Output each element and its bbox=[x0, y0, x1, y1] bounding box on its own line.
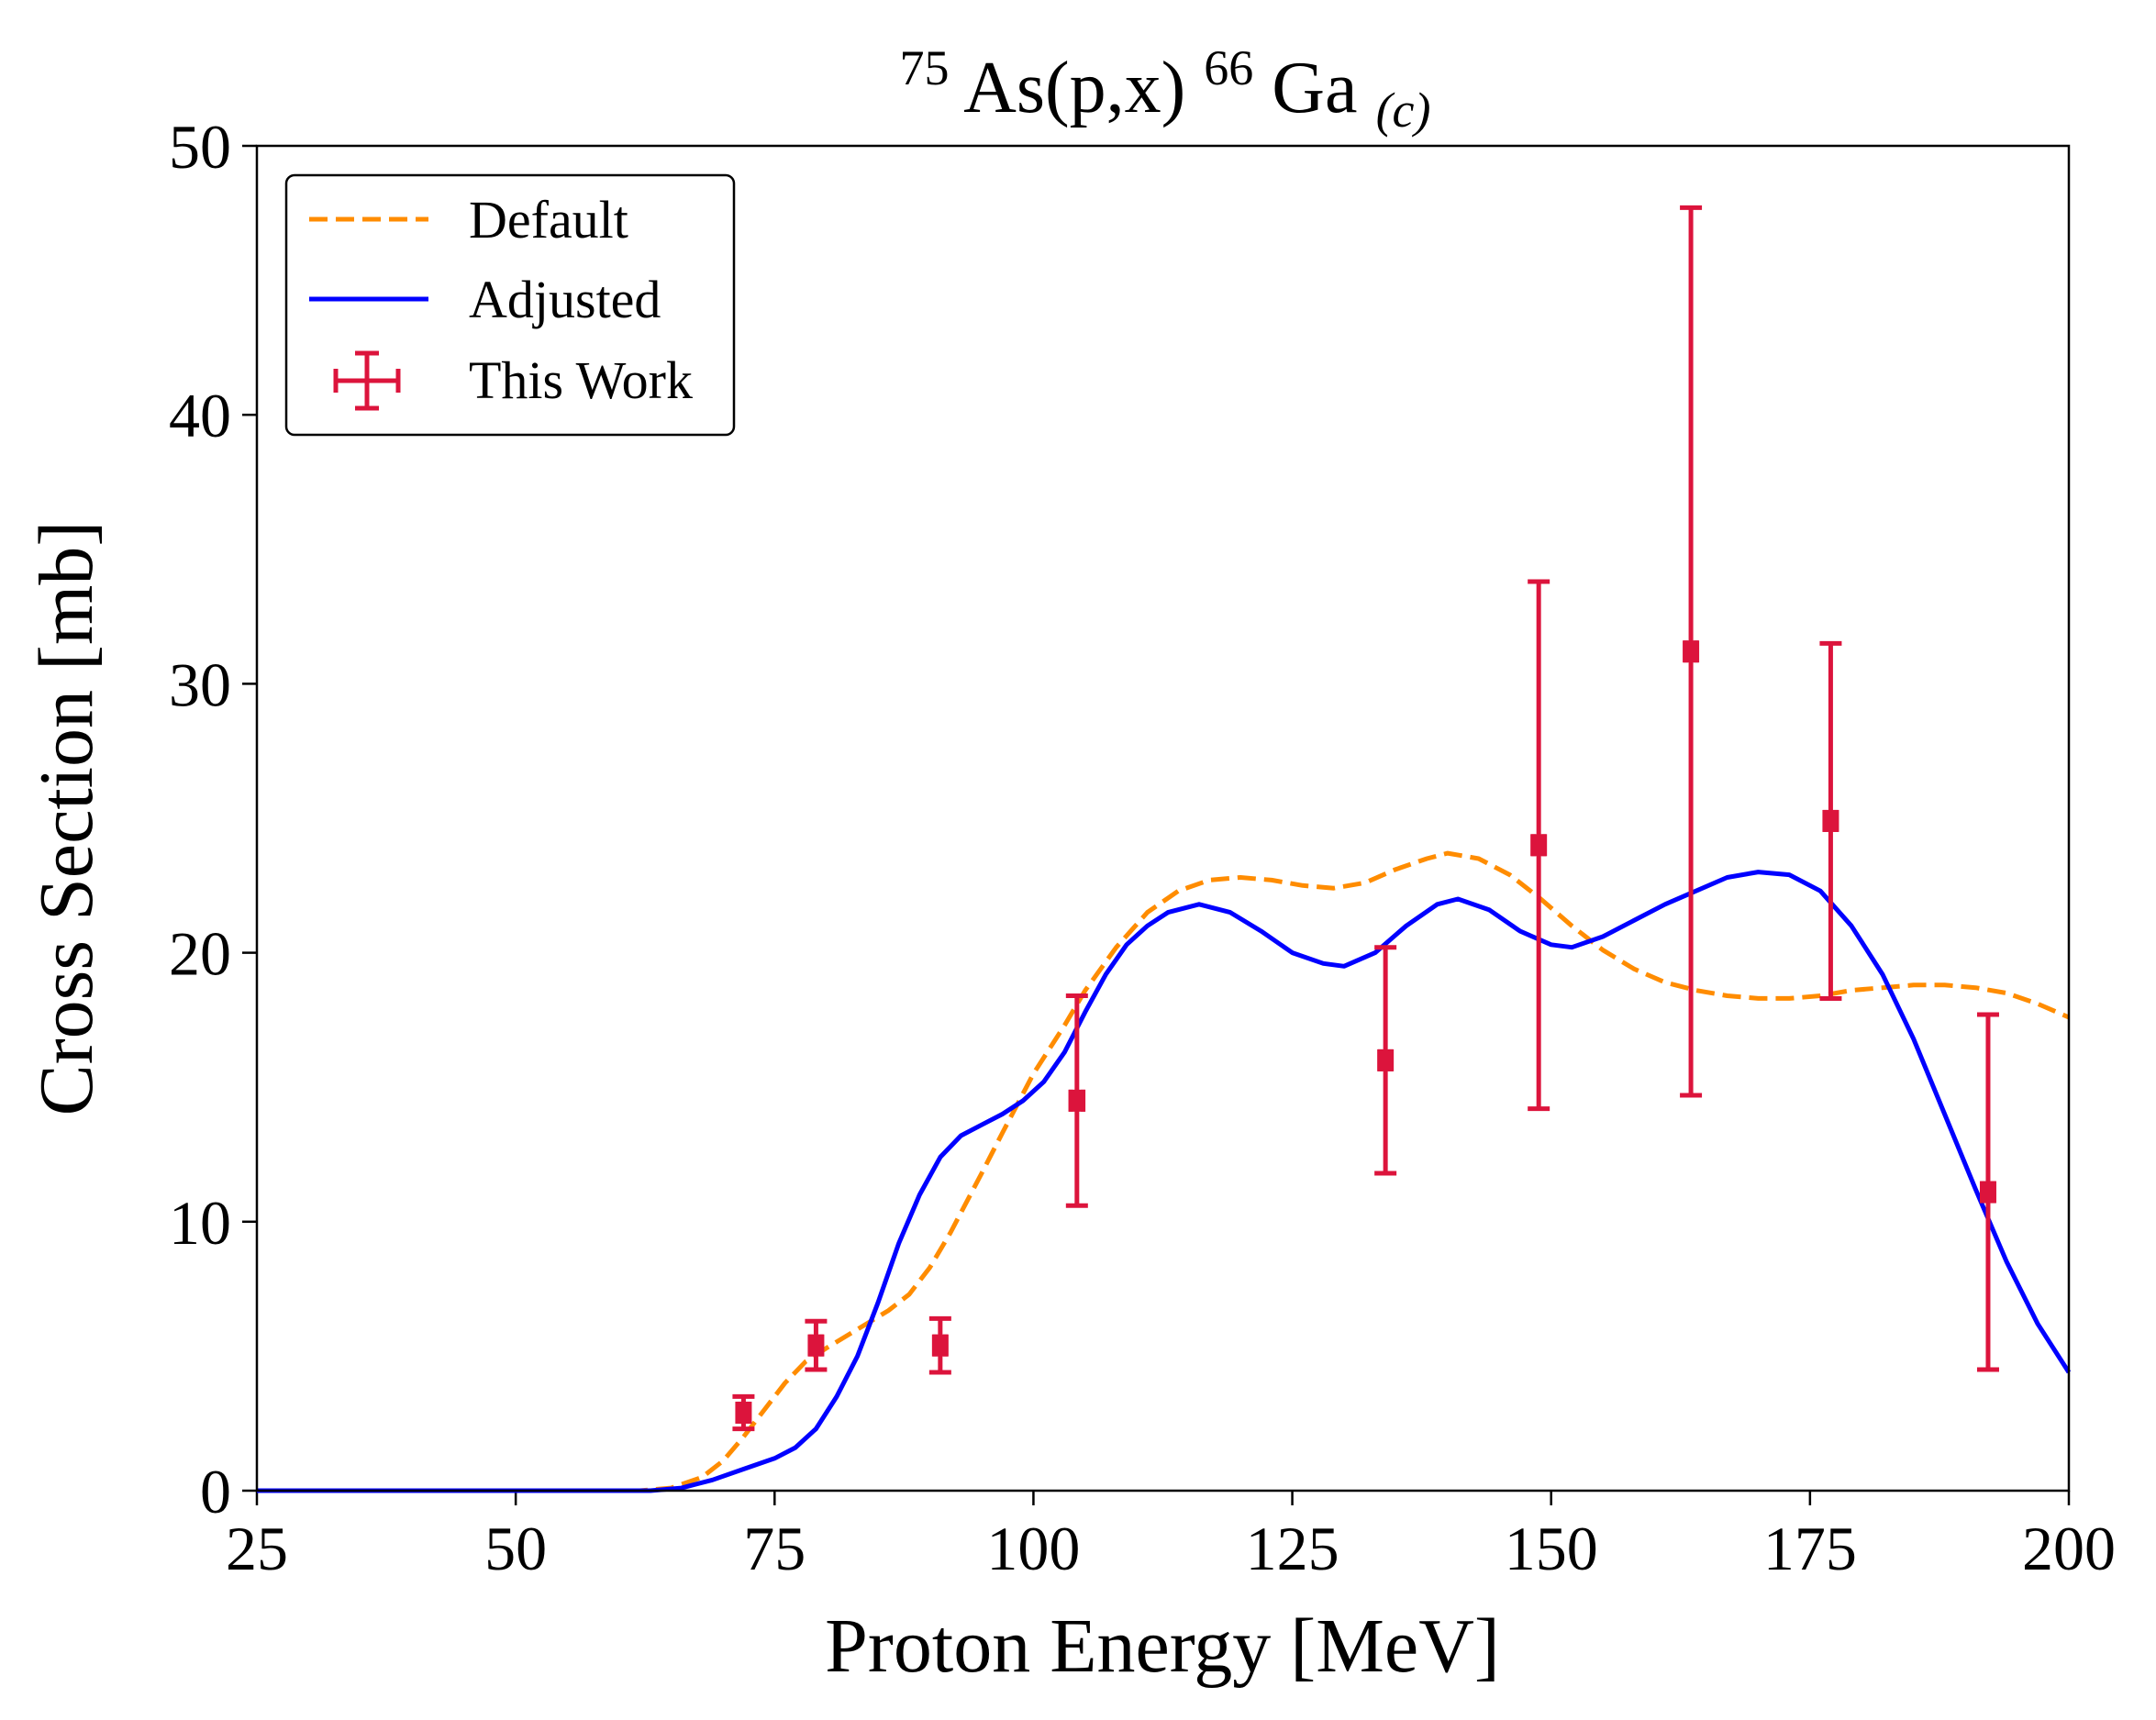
x-tick-label: 125 bbox=[1246, 1514, 1339, 1583]
data-point bbox=[805, 1318, 828, 1372]
title-main-2: Ga bbox=[1272, 48, 1357, 128]
x-axis-label: Proton Energy [MeV] bbox=[825, 1603, 1500, 1689]
x-tick-label: 150 bbox=[1505, 1514, 1598, 1583]
x-tick-label: 100 bbox=[986, 1514, 1080, 1583]
y-tick-label: 10 bbox=[169, 1188, 231, 1258]
data-point bbox=[732, 1393, 755, 1432]
data-point bbox=[1680, 205, 1703, 1098]
y-axis-label: Cross Section [mb] bbox=[24, 521, 109, 1116]
y-tick-label: 30 bbox=[169, 649, 231, 719]
data-marker bbox=[807, 1334, 825, 1357]
data-point bbox=[1976, 1012, 1999, 1372]
data-point bbox=[1374, 945, 1397, 1176]
legend-adjusted-label: Adjusted bbox=[469, 270, 661, 329]
title-superscript-2: 66 bbox=[1204, 40, 1253, 95]
data-marker bbox=[1822, 809, 1839, 832]
plot-frame bbox=[255, 144, 2071, 1493]
x-tick-label: 200 bbox=[2022, 1514, 2116, 1583]
x-tick-label: 50 bbox=[484, 1514, 547, 1583]
y-tick-label: 20 bbox=[169, 919, 231, 989]
y-tick-label: 0 bbox=[200, 1457, 231, 1526]
legend-default-label: Default bbox=[469, 190, 628, 250]
x-ticks: 25 50 75 100 125 150 175 200 bbox=[226, 1491, 2116, 1583]
y-tick-label: 40 bbox=[169, 381, 231, 450]
data-marker bbox=[1530, 834, 1548, 857]
series-default-line bbox=[257, 850, 2070, 1493]
data-point bbox=[928, 1315, 951, 1375]
legend: Default Adjusted This Work bbox=[284, 173, 736, 437]
data-marker bbox=[931, 1334, 949, 1357]
legend-data-label: This Work bbox=[469, 350, 693, 410]
x-tick-label: 175 bbox=[1763, 1514, 1857, 1583]
y-ticks: 0 10 20 30 40 50 bbox=[169, 112, 257, 1526]
chart-title: 75 As(p,x) 66 Ga (c) bbox=[900, 20, 1431, 138]
x-tick-label: 75 bbox=[743, 1514, 806, 1583]
title-subscript: (c) bbox=[1376, 83, 1431, 138]
data-marker bbox=[1377, 1049, 1395, 1071]
data-point bbox=[1528, 579, 1550, 1112]
title-superscript-1: 75 bbox=[900, 40, 950, 95]
title-main-1: As(p,x) bbox=[963, 48, 1185, 128]
y-tick-label: 50 bbox=[169, 112, 231, 182]
legend-data-swatch bbox=[333, 350, 401, 411]
data-point bbox=[1065, 993, 1088, 1208]
x-tick-label: 25 bbox=[226, 1514, 288, 1583]
data-marker bbox=[1979, 1181, 1996, 1204]
data-marker bbox=[735, 1401, 752, 1424]
data-marker bbox=[1683, 640, 1700, 663]
data-point bbox=[1819, 640, 1842, 1001]
data-marker bbox=[1068, 1089, 1085, 1112]
plot-area bbox=[257, 205, 2072, 1493]
series-adjusted-line bbox=[257, 870, 2072, 1493]
